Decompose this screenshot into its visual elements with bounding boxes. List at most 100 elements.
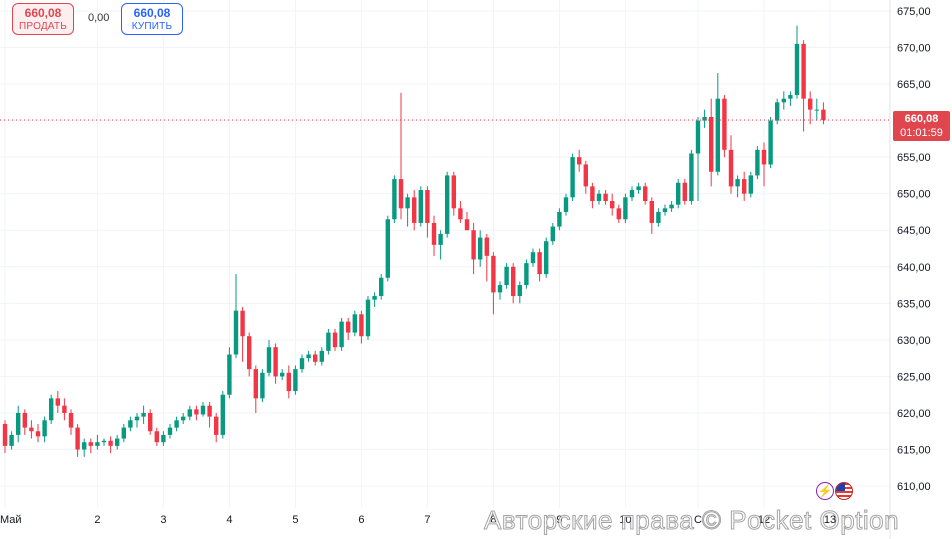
y-tick-label: 620,00 [897, 408, 931, 420]
spread-value: 0,00 [88, 12, 110, 24]
x-tick-label: 2 [94, 514, 100, 526]
x-tick-label: 4 [226, 514, 232, 526]
candle-body [154, 431, 159, 443]
buy-label: КУПИТЬ [131, 21, 173, 32]
candle-body [464, 219, 470, 231]
candle-body [603, 193, 608, 202]
candle-body [629, 190, 635, 198]
candle-body [544, 241, 549, 275]
x-tick-label: 7 [424, 514, 430, 526]
candle-body [49, 398, 54, 421]
candle-body [590, 186, 595, 202]
buy-button[interactable]: 660,08 КУПИТЬ [121, 3, 183, 35]
candle-body [405, 197, 410, 209]
candle-body [794, 43, 800, 96]
candle-body [649, 201, 654, 223]
candle-body [134, 416, 140, 421]
y-tick-label: 645,00 [897, 225, 931, 237]
time-axis[interactable]: Май 2 3 4 5 6 7 8 9 10 С 12 13 [0, 514, 836, 526]
candle-body [220, 394, 225, 435]
price-axis[interactable]: 610,00 615,00 620,00 625,00 630,00 635,00 640,… [897, 6, 931, 493]
x-tick-label: 10 [619, 514, 631, 526]
current-price-tag: 660,08 01:01:59 [893, 111, 950, 141]
y-tick-label: 610,00 [897, 481, 931, 493]
x-tick-label: 13 [824, 514, 836, 526]
candle-body [55, 398, 60, 406]
candle-body [121, 427, 126, 439]
candle-body [530, 252, 536, 264]
buy-price: 660,08 [133, 6, 171, 20]
candle-body [748, 175, 753, 194]
chart-grid [0, 0, 891, 539]
x-tick-label: Май [0, 514, 22, 526]
candle-body [775, 102, 780, 121]
candle-body [359, 314, 364, 337]
candle-body [425, 190, 430, 223]
x-tick-label: 12 [758, 514, 770, 526]
candle-body [491, 255, 496, 293]
candle-body [42, 420, 47, 437]
sell-button[interactable]: 660,08 ПРОДАТЬ [12, 3, 74, 35]
us-flag-icon[interactable] [835, 482, 853, 500]
candle-body [379, 277, 384, 297]
candle-body [247, 336, 252, 370]
candle-body [88, 442, 93, 446]
y-tick-label: 670,00 [897, 43, 931, 55]
candle-body [306, 354, 311, 359]
candle-body [563, 197, 569, 212]
candle-body [233, 310, 239, 355]
candle-body [128, 420, 133, 428]
candle-body [319, 350, 324, 362]
candle-body [616, 208, 621, 220]
candle-body [821, 109, 826, 121]
candle-body [75, 427, 80, 450]
candle-body [253, 369, 258, 399]
candle-body [438, 233, 443, 245]
y-tick-label: 665,00 [897, 79, 931, 91]
candle-body [768, 120, 773, 165]
candle-body [471, 230, 476, 260]
y-tick-label: 615,00 [897, 445, 931, 457]
candle-body [365, 299, 371, 337]
candle-body [418, 190, 423, 223]
y-tick-label: 675,00 [897, 6, 931, 18]
candle-body [451, 175, 456, 209]
candle-body [656, 211, 661, 223]
candle-body [583, 164, 588, 187]
candle-body [761, 149, 767, 165]
candle-body [273, 347, 278, 377]
x-tick-label: 3 [160, 514, 166, 526]
candle-body [352, 314, 357, 333]
candle-body [431, 222, 437, 245]
candle-body [194, 409, 199, 415]
candle-body [161, 434, 166, 443]
candle-body [207, 405, 212, 417]
candle-body [577, 157, 582, 165]
x-tick-label: С [694, 514, 702, 526]
candle-body [511, 266, 516, 297]
y-tick-label: 625,00 [897, 371, 931, 383]
candle-body [372, 296, 377, 300]
candle-body [557, 211, 562, 227]
candle-body [781, 98, 786, 103]
candle-body [2, 423, 8, 446]
candle-body [497, 285, 503, 293]
candle-body [227, 354, 232, 395]
candle-body [16, 412, 21, 435]
candle-body [702, 116, 707, 121]
candle-body [610, 201, 615, 209]
lightning-icon[interactable]: ⚡ [816, 482, 834, 500]
candle-body [524, 263, 529, 286]
candle-body [728, 149, 734, 187]
candle-body [299, 358, 305, 370]
candle-body [313, 354, 318, 362]
candle-body [722, 98, 727, 150]
candle-body [22, 412, 27, 428]
candle-body [623, 197, 628, 220]
candle-body [689, 153, 694, 202]
y-tick-label: 640,00 [897, 262, 931, 274]
x-tick-label: 6 [358, 514, 364, 526]
sell-label: ПРОДАТЬ [19, 21, 67, 32]
x-tick-label: 5 [292, 514, 298, 526]
